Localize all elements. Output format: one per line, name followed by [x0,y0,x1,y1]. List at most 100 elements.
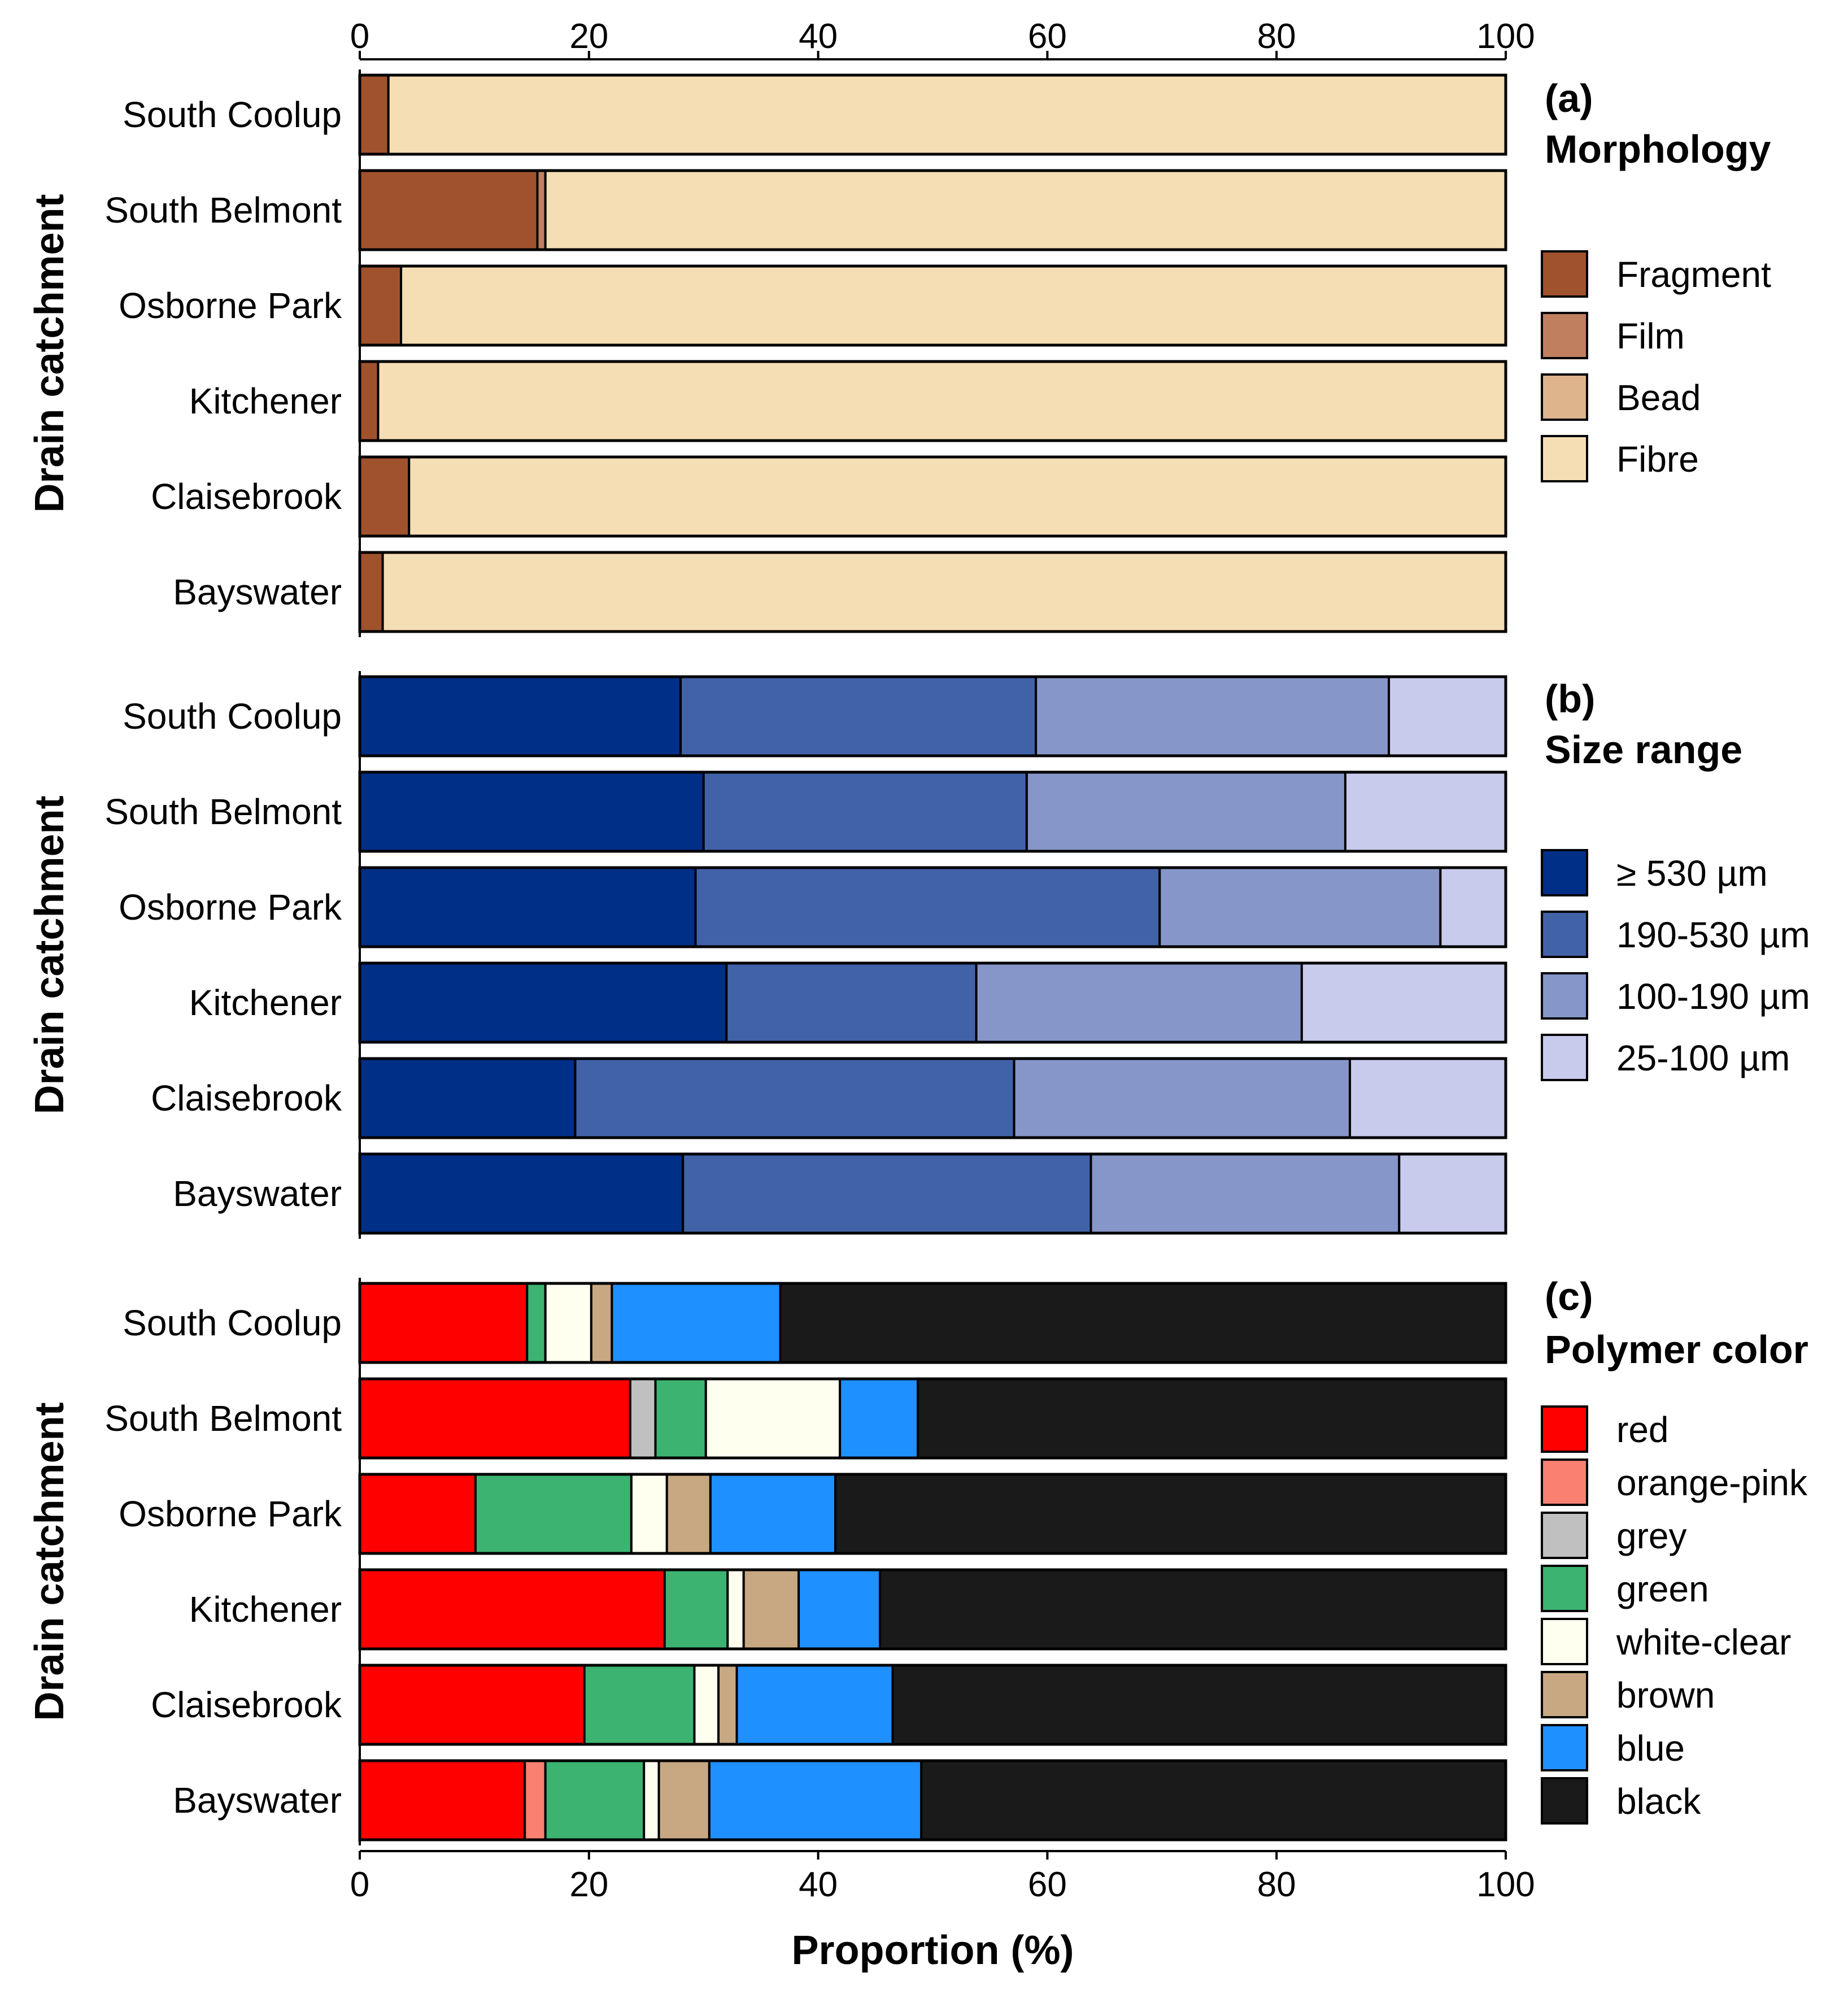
bar-segment-530-m [359,1057,577,1139]
legend-label: 25-100 µm [1616,1038,1790,1078]
legend-swatch [1541,1459,1588,1506]
legend-label: 100-190 µm [1616,976,1810,1017]
legend-label: Fragment [1616,254,1771,295]
bar-segment-white-clear [704,1378,842,1459]
category-label: South Coolup [123,696,342,737]
panel-letter: (b) [1545,677,1595,721]
bar-segment-brown [590,1282,613,1364]
category-label: Osborne Park [119,1494,342,1534]
bar-segment-25-100-m [1300,962,1507,1043]
bar-segment-black [917,1378,1507,1459]
panel-title: Polymer color [1545,1327,1808,1372]
panel-b: Drain catchment South Coolup South Belmont… [27,671,1810,1239]
bar-segment-green [583,1664,696,1745]
legend-label: Fibre [1616,439,1699,480]
bar-segment-100-190-m [975,962,1303,1043]
category-label: South Coolup [123,1303,342,1343]
bar-segment-red [359,1664,586,1745]
top-tick-label: 80 [1257,17,1296,56]
legend-swatch [1541,972,1588,1020]
bar-segment-fibre [377,360,1507,442]
bar-segment-25-100-m [1344,771,1507,852]
legend-label: Film [1616,316,1685,356]
y-axis-label: Drain catchment [27,194,72,512]
bar-segment-green [663,1569,729,1650]
bar-segment-100-190-m [1025,771,1346,852]
legend-label: grey [1616,1516,1687,1556]
bar-segment-25-100-m [1349,1057,1507,1139]
bar-segment-green [654,1378,707,1459]
legend-label: ≥ 530 µm [1616,853,1768,894]
panel-c: Drain catchment South Coolup South Belmont… [27,1274,1808,1845]
category-label: Kitchener [189,982,342,1023]
bottom-tick-label: 60 [1028,1865,1067,1904]
bar-segment-brown [657,1760,711,1841]
bar-segment-fibre [381,551,1507,633]
legend-label: black [1616,1781,1701,1822]
bar-segment-190-530-m [574,1057,1015,1139]
bar-segment-100-190-m [1035,676,1391,757]
bar-segment-blue [708,1760,923,1841]
legend: ≥ 530 µm 190-530 µm 100-190 µm 25-100 µm [1541,849,1810,1081]
bottom-tick-label: 20 [569,1865,608,1904]
bar-segment-black [779,1282,1507,1364]
legend-label: green [1616,1569,1709,1609]
bar-segment-grey [629,1378,657,1459]
category-label: South Belmont [104,190,342,230]
legend-swatch [1541,849,1588,896]
top-tick-label: 100 [1476,17,1535,56]
top-tick-label: 20 [569,17,608,56]
category-label: Bayswater [173,1780,342,1821]
legend-swatch [1541,435,1588,482]
bar-segment-fragment [359,74,390,155]
bar-segment-fragment [359,265,403,346]
legend-label: red [1616,1409,1669,1450]
category-label: Claisebrook [151,1684,342,1725]
category-label: Claisebrook [151,476,342,517]
bar-segment-black [879,1569,1507,1650]
bottom-tick-label: 80 [1257,1865,1296,1904]
bar-segment-red [359,1473,477,1555]
category-label: South Belmont [104,791,342,832]
top-tick-label: 0 [350,17,369,56]
bar-segment-brown [665,1473,712,1555]
legend-swatch [1541,1565,1588,1612]
bar-segment-orange-pink [524,1760,547,1841]
category-label: South Belmont [104,1398,342,1439]
legend-label: 190-530 µm [1616,915,1810,955]
bottom-x-axis: 0 20 40 60 80 100 Proportion (%) [350,1850,1535,1973]
bar-segment-white-clear [630,1473,668,1555]
bar-segment-fibre [387,74,1507,155]
legend-swatch [1541,250,1588,298]
bar-segment-fibre [408,456,1507,537]
bar-segment-black [834,1473,1507,1555]
legend-swatch [1541,1724,1588,1771]
bar-segment-brown [717,1664,738,1745]
bottom-tick-label: 0 [350,1865,369,1904]
legend-swatch [1541,911,1588,958]
bar-segment-100-190-m [1013,1057,1352,1139]
bar-segment-fragment [359,456,411,537]
bottom-tick-label: 100 [1476,1865,1535,1904]
bar-segment-fragment [359,551,384,633]
bar-segment-190-530-m [679,676,1038,757]
bar-segment-film [536,169,547,251]
bar-segment-25-100-m [1398,1153,1507,1234]
category-label: Bayswater [173,1173,342,1214]
x-axis-label: Proportion (%) [792,1928,1074,1973]
bar-segment-530-m [359,867,697,948]
bar-segment-530-m [359,1153,685,1234]
top-tick-label: 40 [799,17,838,56]
legend-label: white-clear [1616,1622,1791,1662]
legend: Fragment Film Bead Fibre [1541,250,1771,482]
top-x-axis: 0 20 40 60 80 100 [350,17,1535,60]
legend-swatch [1541,1777,1588,1825]
bar-segment-530-m [359,962,728,1043]
bar-segment-100-190-m [1089,1153,1401,1234]
bar-segment-fragment [359,169,539,251]
bar-segment-green [526,1282,547,1364]
bar-segment-red [359,1378,631,1459]
category-label: Kitchener [189,381,342,421]
bar-segment-brown [742,1569,800,1650]
